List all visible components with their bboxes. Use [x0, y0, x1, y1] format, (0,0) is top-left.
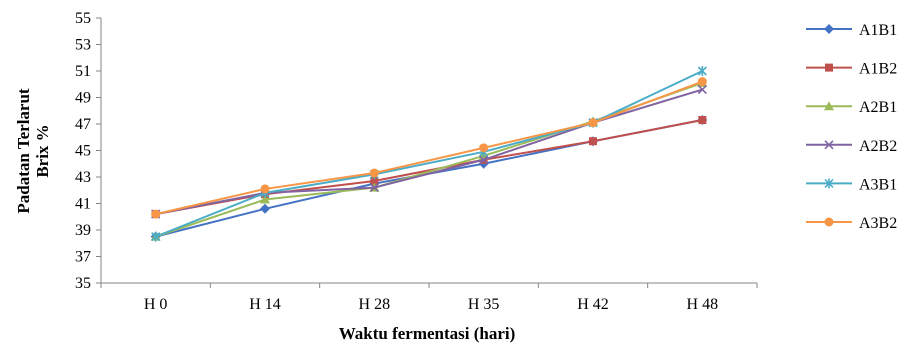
data-point [825, 63, 833, 72]
legend-label: A3B1 [859, 176, 897, 193]
data-point [151, 231, 161, 242]
y-tick-label: 47 [75, 116, 91, 133]
legend-label: A2B2 [859, 138, 897, 155]
data-point [824, 140, 834, 150]
data-point [824, 101, 834, 111]
x-tick-label: H 48 [687, 296, 719, 313]
legend-entry-a3b1: A3B1 [806, 176, 897, 193]
series-a1b2 [151, 116, 707, 219]
y-axis: 35 37 39 41 43 45 47 49 51 53 55 [75, 10, 102, 292]
y-tick-label: 51 [75, 63, 91, 80]
data-point [260, 184, 270, 194]
y-tick-label: 37 [75, 249, 91, 266]
data-point [369, 168, 379, 178]
data-point [824, 178, 834, 189]
series-line [155, 88, 703, 216]
y-tick-label: 55 [75, 10, 91, 27]
legend-label: A3B2 [859, 215, 897, 232]
data-point [589, 137, 597, 146]
legend-entry-a1b2: A1B2 [806, 61, 897, 78]
series-a3b1 [151, 66, 707, 242]
data-point [697, 84, 707, 95]
legend-entry-a2b2: A2B2 [806, 138, 897, 155]
y-tick-label: 39 [75, 222, 91, 239]
y-axis-title-line2: Brix % [33, 124, 52, 177]
data-point [370, 176, 379, 185]
data-point [479, 155, 489, 165]
legend-label: A2B1 [859, 99, 897, 116]
legend-label: A1B2 [859, 61, 897, 78]
series-a3b2 [151, 77, 707, 219]
series-line [155, 119, 703, 238]
series-line [155, 80, 703, 216]
series-line [155, 70, 703, 238]
x-tick-label: H 42 [577, 296, 609, 313]
data-point [260, 203, 270, 214]
data-point [697, 66, 707, 76]
x-axis-title: Waktu fermentasi (hari) [339, 324, 516, 343]
series-line [155, 119, 703, 216]
series-a1b1 [150, 115, 708, 242]
y-tick-label: 45 [75, 143, 91, 160]
legend-entry-a3b2: A3B2 [806, 215, 897, 232]
data-point [588, 118, 598, 128]
x-axis: H 0 H 14 H 28 H 35 H 42 H 48 [100, 282, 758, 313]
x-tick-label: H 0 [144, 296, 168, 313]
series-a2b2 [151, 84, 707, 219]
data-point [479, 143, 489, 153]
y-tick-label: 41 [75, 196, 91, 213]
data-point [260, 194, 270, 204]
legend-label: A1B1 [859, 22, 897, 39]
x-tick-label: H 35 [468, 296, 500, 313]
data-point [824, 24, 834, 34]
y-tick-label: 53 [75, 37, 91, 54]
x-tick-label: H 14 [249, 296, 281, 313]
series-lines [150, 66, 708, 242]
data-point [698, 116, 707, 125]
y-axis-title-line1: Padatan Terlarut [14, 88, 33, 213]
legend-entry-a2b1: A2B1 [806, 99, 897, 116]
y-tick-label: 49 [75, 90, 91, 107]
x-tick-label: H 28 [359, 296, 391, 313]
data-point [697, 77, 707, 87]
data-point [369, 183, 379, 193]
data-point [151, 209, 161, 219]
data-point [824, 217, 834, 227]
legend: A1B1 A1B2 A2B1 A2B2 A3B1 A3B2 [806, 22, 897, 232]
y-tick-label: 43 [75, 169, 91, 186]
legend-entry-a1b1: A1B1 [806, 22, 897, 39]
y-tick-label: 35 [75, 275, 91, 292]
